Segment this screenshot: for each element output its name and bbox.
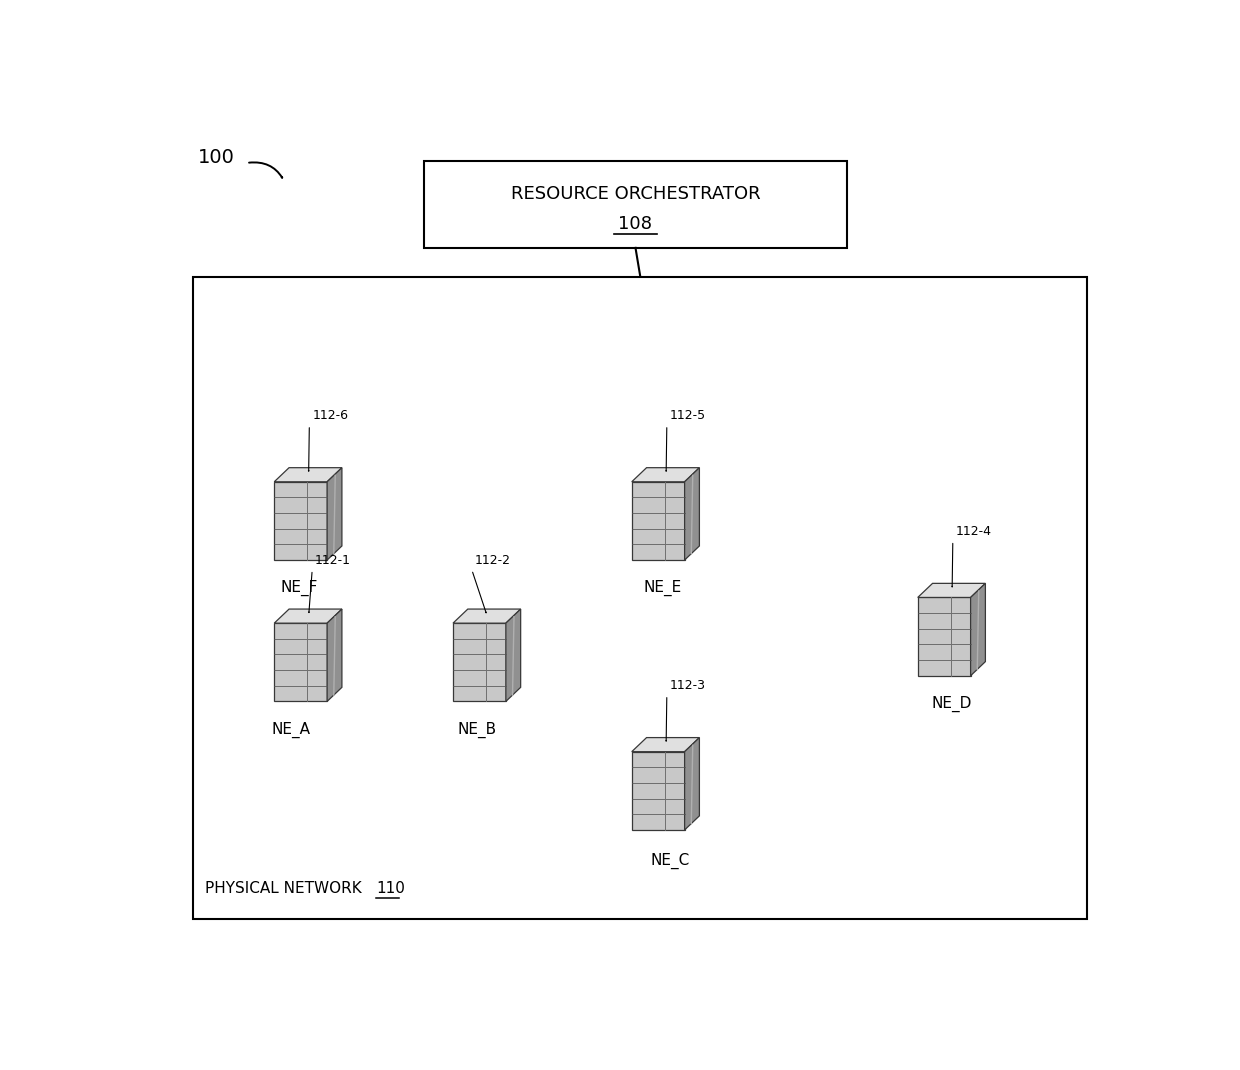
Polygon shape: [684, 737, 699, 830]
Polygon shape: [453, 609, 521, 623]
Bar: [193, 277, 1087, 919]
Polygon shape: [684, 468, 699, 560]
Text: NE_C: NE_C: [650, 853, 689, 869]
Text: RESOURCE ORCHESTRATOR: RESOURCE ORCHESTRATOR: [511, 185, 760, 203]
Polygon shape: [453, 623, 506, 702]
FancyArrowPatch shape: [249, 163, 283, 178]
Polygon shape: [918, 583, 986, 597]
Text: PHYSICAL NETWORK: PHYSICAL NETWORK: [205, 881, 372, 896]
Text: NE_D: NE_D: [931, 696, 972, 713]
Text: NE_B: NE_B: [458, 721, 497, 738]
Text: 112-1: 112-1: [315, 554, 351, 567]
Polygon shape: [327, 609, 342, 702]
FancyArrowPatch shape: [472, 572, 486, 613]
Text: 112-2: 112-2: [475, 554, 511, 567]
Polygon shape: [631, 482, 684, 560]
Text: 112-4: 112-4: [956, 525, 992, 538]
Polygon shape: [506, 609, 521, 702]
Text: 108: 108: [619, 215, 652, 232]
Text: 112-5: 112-5: [670, 410, 706, 423]
Text: 100: 100: [198, 148, 236, 167]
Polygon shape: [274, 609, 342, 623]
Polygon shape: [918, 597, 971, 676]
Polygon shape: [274, 482, 327, 560]
Polygon shape: [327, 468, 342, 560]
Polygon shape: [631, 737, 699, 752]
Polygon shape: [631, 752, 684, 830]
FancyArrowPatch shape: [309, 572, 312, 612]
Text: NE_F: NE_F: [280, 580, 317, 596]
Text: 112-3: 112-3: [670, 679, 706, 692]
Text: NE_A: NE_A: [272, 721, 310, 738]
Text: NE_E: NE_E: [644, 580, 682, 596]
Text: 112-6: 112-6: [312, 410, 348, 423]
Bar: [424, 162, 847, 248]
Polygon shape: [274, 468, 342, 482]
Polygon shape: [971, 583, 986, 676]
Polygon shape: [274, 623, 327, 702]
Text: 110: 110: [376, 881, 405, 896]
Polygon shape: [631, 468, 699, 482]
